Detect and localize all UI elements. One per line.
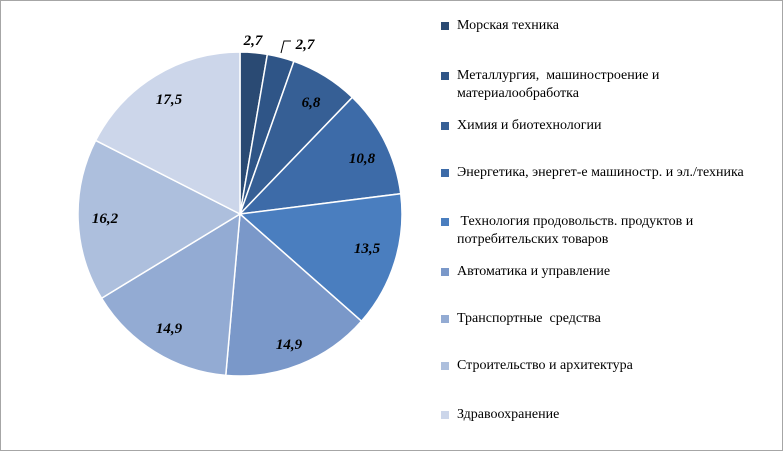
pie-slice (237, 96, 402, 216)
legend-swatch (441, 169, 449, 177)
legend-label: Транспортные средства (457, 311, 601, 326)
legend: Морская техника Металлургия, машиностроен… (441, 1, 776, 450)
slice-data-label: 2,7 (243, 33, 263, 49)
slice-data-label: 16,2 (92, 211, 119, 227)
legend-swatch (441, 122, 449, 130)
legend-swatch (441, 22, 449, 30)
legend-swatch (441, 411, 449, 419)
pie-slice (238, 192, 403, 323)
legend-label: Здравоохранение (457, 407, 560, 422)
legend-label: Автоматика и управление (457, 264, 611, 279)
legend-swatch (441, 315, 449, 323)
label-leader-line (280, 40, 291, 54)
pie-slice (100, 212, 241, 377)
legend-swatch (441, 72, 449, 80)
slice-data-label: 14,9 (276, 337, 303, 353)
slice-data-label: 17,5 (156, 92, 183, 108)
pie-slice (94, 51, 241, 216)
slice-data-label: 13,5 (354, 241, 381, 257)
legend-label: Морская техника (457, 18, 559, 33)
pie-slice (77, 139, 242, 300)
slice-data-label: 14,9 (156, 321, 183, 337)
pie-slice (224, 212, 363, 377)
legend-label: Металлургия, машиностроение и материалоо… (457, 68, 663, 101)
legend-label: Энергетика, энергет-е машиностр. и эл./т… (457, 165, 744, 180)
legend-label: Строительство и архитектура (457, 358, 633, 373)
legend-swatch (441, 218, 449, 226)
slice-data-label: 2,7 (295, 37, 315, 53)
pie-chart: 2,7 2,7 6,8 10,8 13,5 14,9 14,9 16,2 17,5 (77, 33, 403, 377)
legend-label: Химия и биотехнологии (457, 118, 602, 133)
legend-swatch (441, 362, 449, 370)
legend-label: Технология продовольств. продуктов и пот… (457, 214, 697, 247)
slice-data-label: 6,8 (302, 95, 321, 111)
slice-data-label: 10,8 (349, 151, 376, 167)
legend-swatch (441, 268, 449, 276)
